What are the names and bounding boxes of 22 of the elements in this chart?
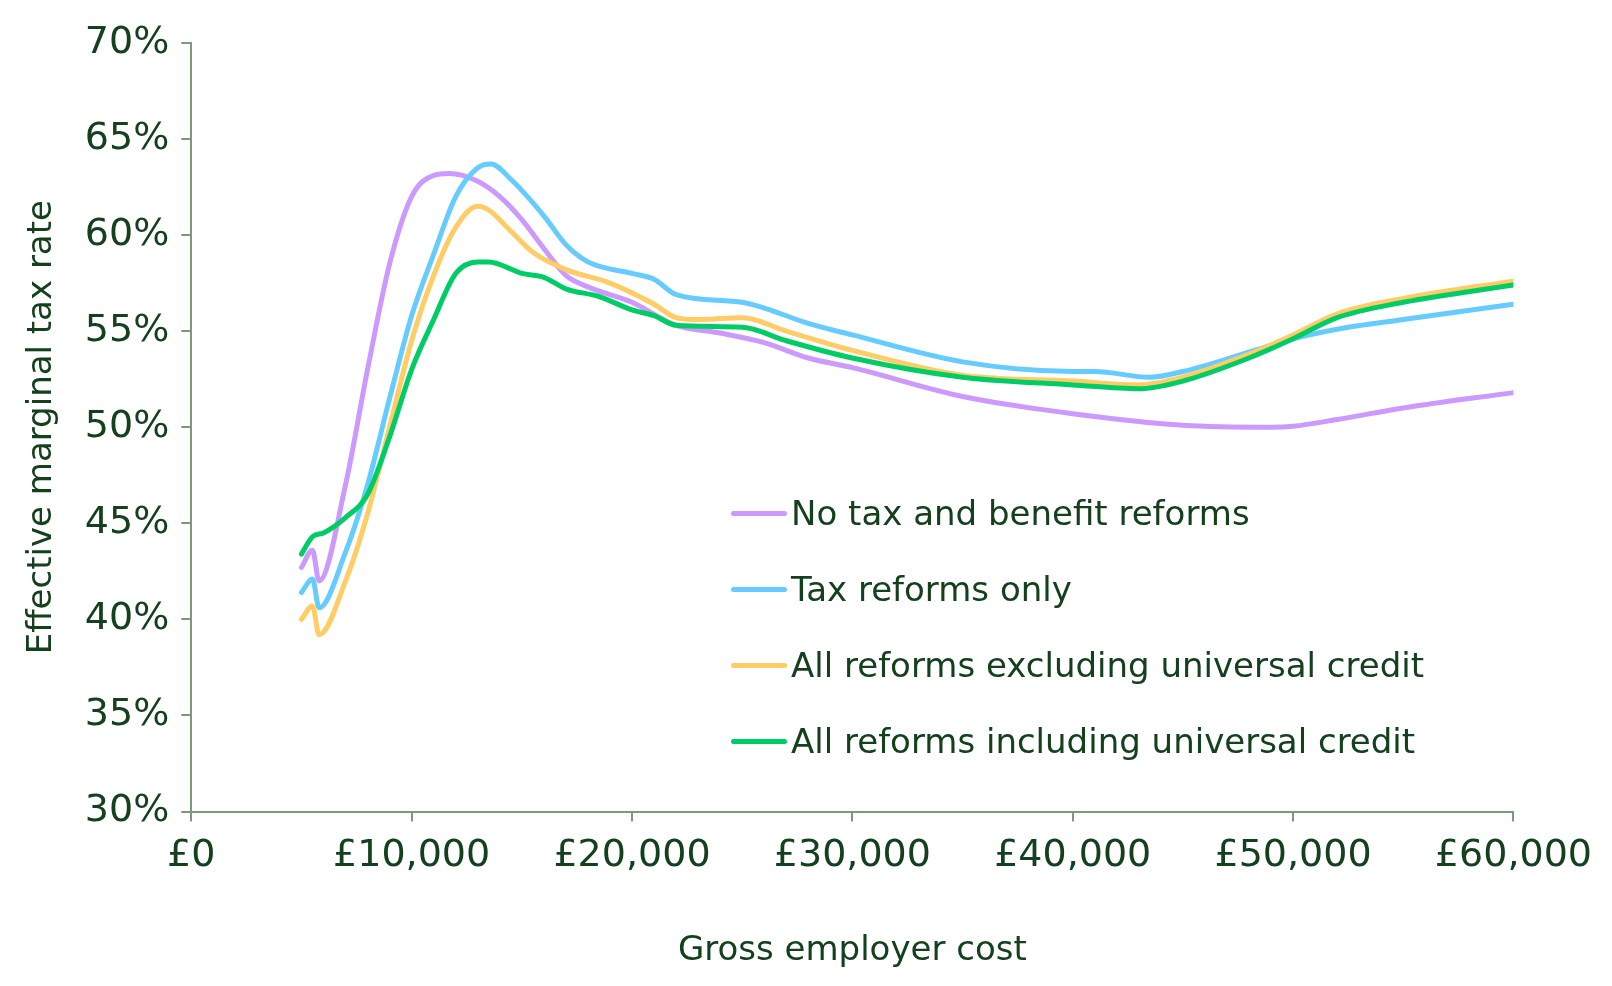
x-axis-title: Gross employer cost: [677, 928, 1027, 969]
y-tick-label: 55%: [84, 305, 170, 350]
y-axis-title: Effective marginal tax rate: [19, 200, 60, 655]
x-tick-label: £50,000: [1214, 831, 1372, 876]
y-tick-label: 35%: [84, 690, 170, 735]
y-tick-label: 40%: [84, 594, 170, 639]
legend-label: All reforms excluding universal credit: [791, 645, 1424, 685]
legend-label: No tax and benefit reforms: [791, 493, 1250, 533]
legend-label: All reforms including universal credit: [791, 721, 1416, 761]
legend-label: Tax reforms only: [791, 569, 1072, 609]
x-tick-label: £0: [167, 831, 216, 876]
x-tick-label: £40,000: [994, 831, 1152, 876]
x-tick-label: £30,000: [773, 831, 931, 876]
y-tick-label: 65%: [84, 113, 170, 158]
y-tick-label: 45%: [84, 498, 170, 543]
x-tick-label: £10,000: [333, 831, 491, 876]
y-tick-label: 70%: [84, 17, 170, 62]
x-tick-label: £20,000: [553, 831, 711, 876]
x-tick-label: £60,000: [1434, 831, 1592, 876]
y-tick-label: 30%: [84, 786, 170, 831]
y-tick-label: 50%: [84, 402, 170, 447]
y-tick-label: 60%: [84, 209, 170, 254]
